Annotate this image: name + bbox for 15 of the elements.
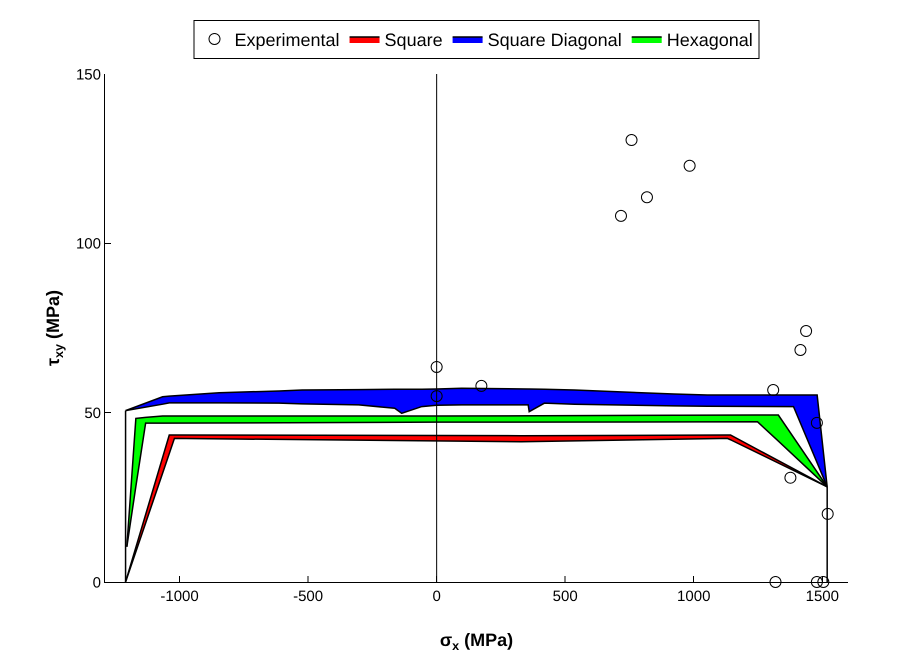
x-tick-label: 500 <box>552 588 578 605</box>
y-tick-label: 50 <box>84 404 101 422</box>
x-tick-label: -1000 <box>160 588 199 605</box>
y-tick-label: 0 <box>92 574 101 592</box>
x-tick-label: -500 <box>293 588 324 605</box>
y-tick-label: 150 <box>76 66 101 84</box>
x-tick-label: 0 <box>432 588 441 605</box>
x-tick-label: 1500 <box>806 588 839 605</box>
x-axis-title: σ$_{x}$ (MPa) <box>440 630 514 653</box>
legend-label: Square <box>384 30 443 50</box>
x-tick-label: 1000 <box>677 588 710 605</box>
legend-label: Hexagonal <box>666 30 753 50</box>
y-tick-label: 100 <box>76 236 101 253</box>
legend-label: Square Diagonal <box>488 30 622 50</box>
legend-label: Experimental <box>234 30 340 50</box>
